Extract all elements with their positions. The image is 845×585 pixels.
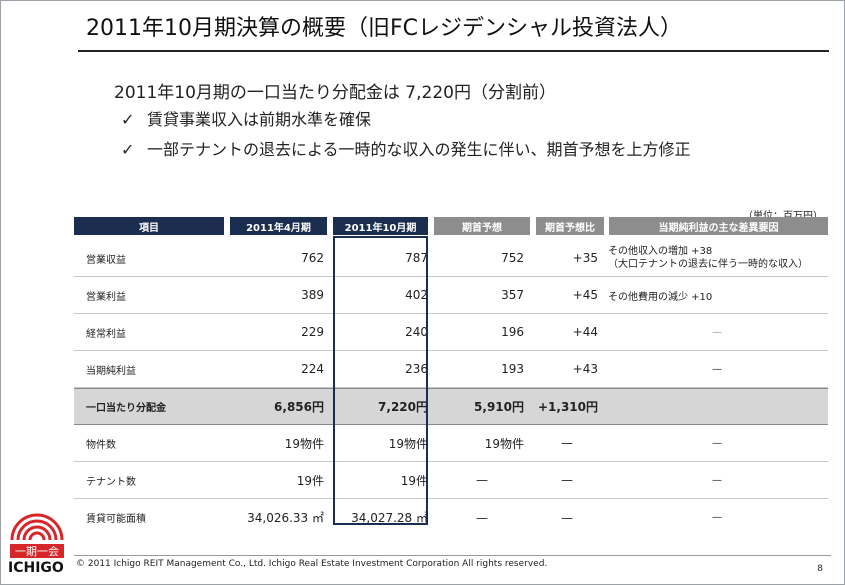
table-row-ordinary-income: 経常利益 229 240 196 +44 — <box>74 314 828 351</box>
cell-note: — <box>712 363 722 375</box>
logo-kanji: 一期一会 <box>15 545 59 558</box>
copyright: © 2011 Ichigo REIT Management Co., Ltd. … <box>76 559 548 569</box>
row-label: 物件数 <box>86 439 116 451</box>
logo-text: ICHIGO <box>8 560 64 576</box>
cell-oct: 7,220円 <box>378 400 428 414</box>
row-label: 営業収益 <box>86 254 126 266</box>
cell-oct: 19件 <box>400 473 428 488</box>
cell-forecast: 196 <box>501 325 524 339</box>
cell-apr: 34,026.33 ㎡ <box>247 511 324 525</box>
header-oct-2011: 2011年10月期 <box>333 217 428 235</box>
cell-note: その他収入の増加 +38 （大口テナントの退去に伴う一時的な収入） <box>608 240 808 276</box>
row-label: 当期純利益 <box>86 365 136 377</box>
cell-apr: 19件 <box>296 473 324 488</box>
ichigo-emblem-icon: 一期一会 <box>10 513 64 558</box>
footer-rule <box>74 555 831 556</box>
cell-apr: 6,856円 <box>274 400 324 414</box>
cell-forecast: 357 <box>501 288 524 302</box>
cell-diff: +44 <box>572 325 598 339</box>
cell-forecast: — <box>476 473 488 487</box>
cell-note: — <box>712 437 722 449</box>
table-row-operating-income: 営業利益 389 402 357 +45 その他費用の減少 +10 <box>74 277 828 314</box>
page-number: 8 <box>817 564 823 574</box>
cell-note: — <box>712 474 722 486</box>
cell-note: — <box>712 326 722 338</box>
cell-diff: — <box>561 473 573 487</box>
header-variance-factors: 当期純利益の主な差異要因 <box>609 217 828 235</box>
row-label: 一口当たり分配金 <box>86 403 166 414</box>
cell-diff: +1,310円 <box>537 400 598 414</box>
title-rule <box>78 50 829 52</box>
bullet-text: 一部テナントの退去による一時的な収入の発生に伴い、期首予想を上方修正 <box>147 140 691 159</box>
table-row-net-income: 当期純利益 224 236 193 +43 — <box>74 351 828 388</box>
cell-diff: +35 <box>572 251 598 265</box>
bullet-2: ✓ 一部テナントの退去による一時的な収入の発生に伴い、期首予想を上方修正 <box>121 136 691 160</box>
row-label: 営業利益 <box>86 291 126 303</box>
cell-diff: +45 <box>572 288 598 302</box>
table-row-leasable-area: 賃貸可能面積 34,026.33 ㎡ 34,027.28 ㎡ — — — <box>74 499 828 536</box>
table-row-properties: 物件数 19物件 19物件 19物件 — — <box>74 425 828 462</box>
header-forecast: 期首予想 <box>434 217 530 235</box>
highlight-box-oct-2011 <box>333 236 428 525</box>
slide-title: 2011年10月期決算の概要（旧FCレジデンシャル投資法人） <box>86 16 682 41</box>
cell-apr: 19物件 <box>284 436 324 451</box>
headline: 2011年10月期の一口当たり分配金は 7,220円（分割前） <box>114 83 556 103</box>
cell-note: — <box>712 512 722 523</box>
row-label: 経常利益 <box>86 328 126 340</box>
table-row-distribution: 一口当たり分配金 6,856円 7,220円 5,910円 +1,310円 <box>74 388 828 425</box>
cell-forecast: 19物件 <box>484 436 524 451</box>
cell-diff: +43 <box>572 362 598 376</box>
cell-forecast: 752 <box>501 251 524 265</box>
cell-oct: 402 <box>405 288 428 302</box>
row-label: 賃貸可能面積 <box>86 514 146 525</box>
table-row-tenants: テナント数 19件 19件 — — — <box>74 462 828 499</box>
cell-forecast: 5,910円 <box>474 400 524 414</box>
bullet-1: ✓ 賃貸事業収入は前期水準を確保 <box>121 106 371 130</box>
row-label: テナント数 <box>86 476 136 488</box>
cell-note: その他費用の減少 +10 <box>608 291 713 303</box>
check-icon: ✓ <box>121 140 135 159</box>
note-line-1: その他収入の増加 +38 <box>608 246 713 257</box>
cell-apr: 389 <box>301 288 324 302</box>
cell-diff: — <box>561 510 573 525</box>
cell-forecast: 193 <box>501 362 524 376</box>
header-item: 項目 <box>74 217 224 235</box>
bullet-text: 賃貸事業収入は前期水準を確保 <box>147 110 372 129</box>
cell-oct: 34,027.28 ㎡ <box>351 511 428 525</box>
check-icon: ✓ <box>121 110 135 129</box>
cell-apr: 762 <box>301 251 324 265</box>
header-forecast-diff: 期首予想比 <box>536 217 604 235</box>
cell-oct: 787 <box>405 251 428 265</box>
cell-oct: 236 <box>405 362 428 376</box>
cell-apr: 229 <box>301 325 324 339</box>
unit-label: （単位：百万円） <box>743 207 823 222</box>
cell-diff: — <box>561 436 573 450</box>
header-apr-2011: 2011年4月期 <box>230 217 327 235</box>
ichigo-logo: 一期一会 <box>6 500 68 580</box>
cell-oct: 19物件 <box>388 436 428 451</box>
cell-apr: 224 <box>301 362 324 376</box>
cell-forecast: — <box>476 510 488 525</box>
cell-oct: 240 <box>405 325 428 339</box>
table-row-revenue: 営業収益 762 787 752 +35 その他収入の増加 +38 （大口テナント… <box>74 240 828 277</box>
note-line-2: （大口テナントの退去に伴う一時的な収入） <box>608 259 808 270</box>
